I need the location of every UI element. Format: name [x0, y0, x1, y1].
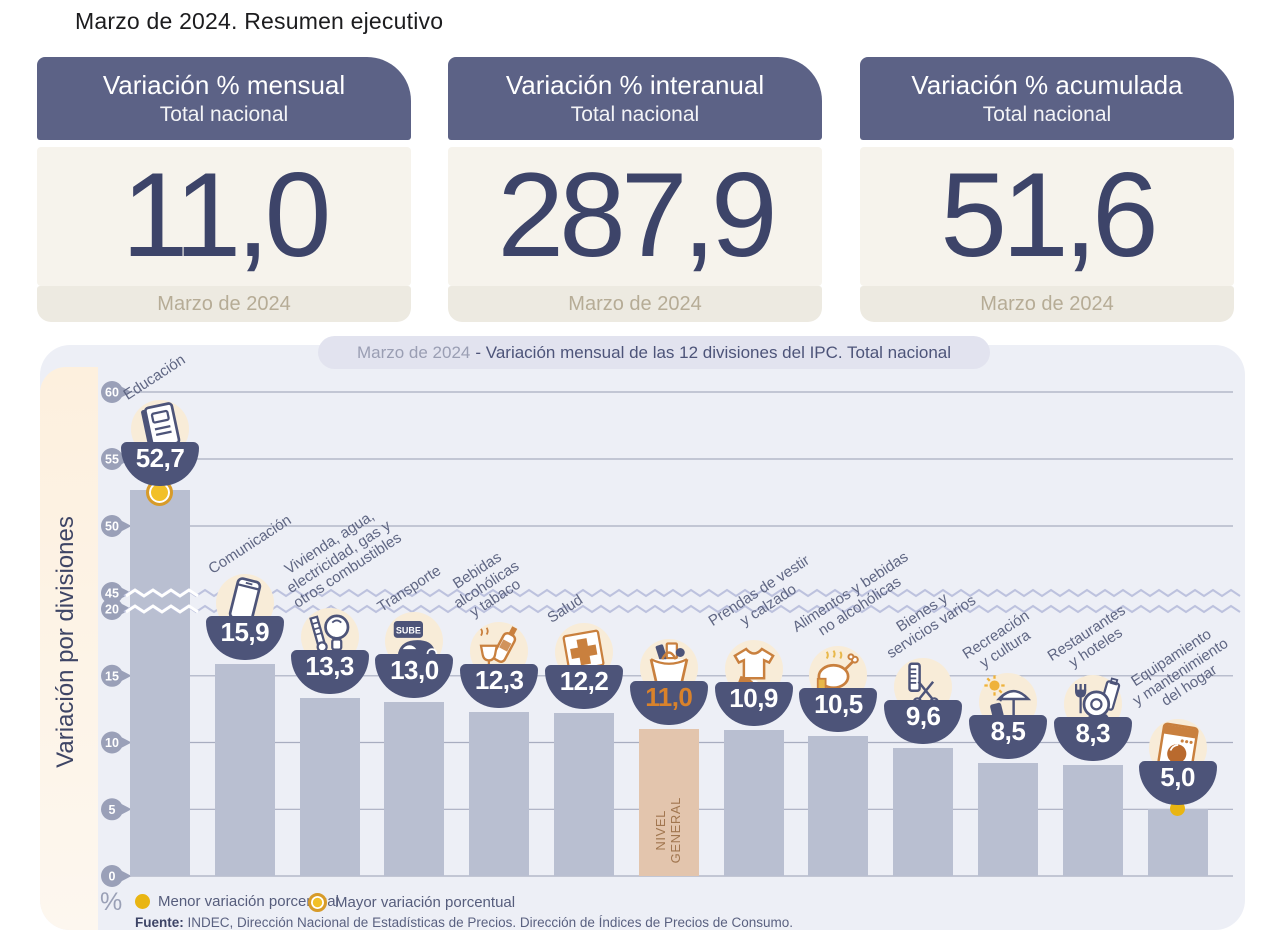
kpi-card-period: Marzo de 2024	[448, 286, 822, 322]
source-text: INDEC, Dirección Nacional de Estadística…	[183, 915, 794, 930]
bar-value-label: 11,0	[645, 682, 693, 713]
bar-restaurantes-hoteles	[1062, 765, 1123, 876]
chart-title-text: - Variación mensual de las 12 divisiones…	[475, 342, 952, 362]
kpi-card-header: Variación % acumulada Total nacional	[860, 57, 1234, 140]
kpi-card-acumulada: Variación % acumulada Total nacional 51,…	[860, 57, 1234, 322]
bar-value-label: 13,3	[305, 651, 354, 682]
bar-value-label: 9,6	[905, 700, 941, 731]
kpi-card-header: Variación % mensual Total nacional	[37, 57, 411, 140]
y-axis-title-strip	[40, 367, 98, 930]
y-axis-title: Variación por divisiones	[52, 516, 79, 768]
kpi-card-body: 51,6	[860, 147, 1234, 286]
kpi-card-interanual: Variación % interanual Total nacional 28…	[448, 57, 822, 322]
nivel-general-bar-label: NIVEL GENERAL	[653, 796, 684, 864]
bottle-glass-icon	[472, 621, 526, 680]
notebook-icon	[133, 399, 187, 458]
kpi-card-subtitle: Total nacional	[159, 103, 289, 126]
bar-value-label: 10,5	[814, 688, 863, 719]
kpi-card-period: Marzo de 2024	[860, 286, 1234, 322]
value-bubble-nivel-general: 11,0	[629, 681, 708, 726]
bar-recreacion-cultura	[978, 762, 1038, 876]
bar-equipamiento-mantenimiento-hogar	[1147, 809, 1208, 876]
tshirt-shoe-icon	[727, 640, 781, 699]
bar-educacion	[130, 489, 190, 876]
bar-prendas-vestir-calzado	[723, 730, 784, 876]
value-bubble-salud: 12,2	[545, 665, 623, 710]
umbrella-sun-icon	[981, 672, 1035, 731]
kpi-card-subtitle: Total nacional	[982, 103, 1112, 126]
bar-bebidas-alcoholicas-tabaco	[469, 711, 530, 876]
kpi-card-title: Variación % mensual	[102, 70, 346, 100]
bar-salud	[554, 713, 614, 876]
kpi-card-value: 287,9	[497, 147, 777, 282]
source-note: Fuente: INDEC, Dirección Nacional de Est…	[135, 915, 793, 930]
svg-text:SUBE: SUBE	[396, 625, 421, 635]
kpi-card-value: 51,6	[940, 147, 1159, 282]
kpi-card-body: 287,9	[448, 147, 822, 286]
kpi-card-title: Variación % acumulada	[911, 70, 1183, 100]
kpi-card-title: Variación % interanual	[505, 70, 765, 100]
kpi-card-value: 11,0	[121, 147, 332, 282]
kpi-card-mensual: Variación % mensual Total nacional 11,0 …	[37, 57, 411, 322]
legend-item-mayor: Mayor variación porcentual	[308, 893, 515, 912]
bar-value-label: 8,3	[1075, 718, 1111, 749]
bar-vivienda-agua-electricidad-gas	[299, 698, 360, 876]
bar-value-label: 10,9	[729, 683, 778, 714]
bar-value-label: 15,9	[220, 616, 270, 647]
lightbulb-key-icon	[303, 608, 357, 667]
bar-value-label: 12,2	[559, 666, 609, 697]
legend-label: Mayor variación porcentual	[335, 894, 516, 911]
legend-label: Menor variación porcentual	[158, 893, 339, 910]
legend-item-menor: Menor variación porcentual	[135, 893, 339, 910]
bar-nivel-general: NIVEL GENERAL	[638, 729, 699, 876]
y-axis-unit-percent: %	[100, 888, 123, 916]
bar-transporte	[384, 702, 445, 876]
page-title: Marzo de 2024. Resumen ejecutivo	[75, 8, 444, 34]
source-label: Fuente:	[135, 915, 184, 930]
bar-value-label: 5,0	[1160, 762, 1195, 793]
bar-value-label: 52,7	[135, 442, 185, 473]
solid-yellow-dot-icon	[135, 894, 150, 909]
kpi-card-subtitle: Total nacional	[570, 103, 700, 126]
kpi-card-header: Variación % interanual Total nacional	[448, 57, 822, 140]
washing-machine-icon	[1151, 719, 1205, 778]
bar-value-label: 12,3	[474, 664, 524, 695]
bar-comunicacion	[214, 663, 275, 876]
ringed-yellow-dot-icon	[308, 893, 327, 912]
bar-alimentos-bebidas-no-alcoholicas	[808, 735, 869, 876]
chart-title-period: Marzo de 2024	[356, 342, 471, 362]
kpi-card-body: 11,0	[37, 147, 411, 286]
bar-bienes-servicios-varios	[893, 747, 954, 876]
kpi-card-period: Marzo de 2024	[37, 286, 411, 322]
icon-circle-educacion	[131, 399, 189, 458]
chart-title-pill: Marzo de 2024 - Variación mensual de las…	[318, 336, 990, 369]
bar-value-label: 8,5	[990, 715, 1026, 746]
bar-value-label: 13,0	[390, 655, 439, 686]
roast-chicken-icon	[811, 645, 865, 704]
